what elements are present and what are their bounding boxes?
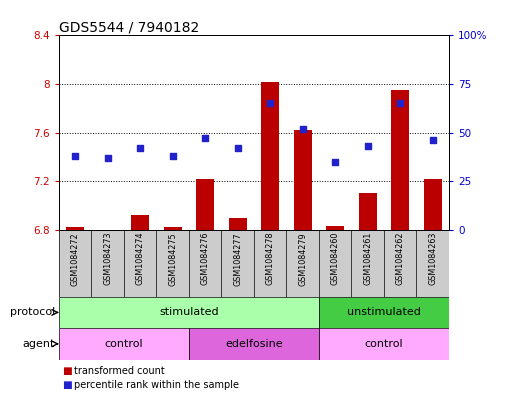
Text: GSM1084275: GSM1084275: [168, 232, 177, 286]
Text: GSM1084279: GSM1084279: [298, 232, 307, 286]
Point: [233, 145, 242, 151]
Bar: [319, 297, 449, 328]
Text: ■: ■: [62, 380, 71, 390]
Bar: [131, 215, 149, 230]
Text: transformed count: transformed count: [74, 366, 165, 376]
Point: [266, 100, 274, 107]
Point: [364, 143, 372, 149]
Bar: [196, 179, 214, 230]
Point: [71, 153, 80, 159]
Text: edelfosine: edelfosine: [225, 339, 283, 349]
Text: GSM1084277: GSM1084277: [233, 232, 242, 286]
Bar: [229, 218, 247, 230]
Text: percentile rank within the sample: percentile rank within the sample: [74, 380, 240, 390]
Bar: [189, 328, 319, 360]
Text: ■: ■: [62, 366, 71, 376]
Text: GSM1084261: GSM1084261: [363, 232, 372, 285]
Bar: [326, 226, 344, 230]
Bar: [359, 193, 377, 230]
Text: GSM1084272: GSM1084272: [71, 232, 80, 286]
Text: GSM1084262: GSM1084262: [396, 232, 405, 285]
Point: [299, 126, 307, 132]
Text: unstimulated: unstimulated: [347, 307, 421, 318]
Text: control: control: [105, 339, 143, 349]
Bar: [294, 130, 311, 230]
Bar: [66, 228, 84, 230]
Text: GSM1084273: GSM1084273: [103, 232, 112, 285]
Text: stimulated: stimulated: [159, 307, 219, 318]
Point: [201, 135, 209, 141]
Text: GSM1084278: GSM1084278: [266, 232, 274, 285]
Bar: [319, 328, 449, 360]
Text: GSM1084260: GSM1084260: [331, 232, 340, 285]
Text: GSM1084276: GSM1084276: [201, 232, 210, 285]
Text: control: control: [365, 339, 403, 349]
Bar: [59, 297, 319, 328]
Text: GDS5544 / 7940182: GDS5544 / 7940182: [59, 20, 199, 34]
Bar: [164, 228, 182, 230]
Text: GSM1084263: GSM1084263: [428, 232, 437, 285]
Bar: [424, 179, 442, 230]
Text: GSM1084274: GSM1084274: [136, 232, 145, 285]
Bar: [391, 90, 409, 230]
Bar: [59, 328, 189, 360]
Text: protocol: protocol: [10, 307, 55, 318]
Point: [104, 155, 112, 161]
Point: [396, 100, 404, 107]
Bar: [261, 82, 279, 230]
Point: [331, 159, 339, 165]
Point: [169, 153, 177, 159]
Point: [428, 137, 437, 143]
Text: agent: agent: [23, 339, 55, 349]
Point: [136, 145, 144, 151]
